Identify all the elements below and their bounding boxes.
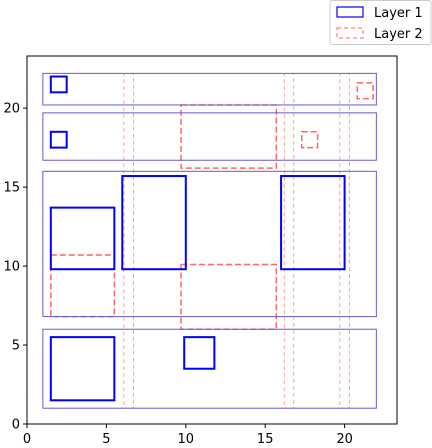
layer-2-rail-7 (339, 72, 350, 409)
layer-1-container-1 (42, 170, 377, 318)
y-tick-label-2: 10 (3, 260, 20, 275)
layer-1-container-3 (42, 72, 377, 106)
layer-1-box-6 (121, 175, 187, 271)
layer-1-box-8 (183, 336, 216, 370)
x-tick-label-1: 5 (102, 432, 110, 447)
layer-1-box-5 (49, 206, 116, 271)
layer-1-box-4 (49, 336, 116, 402)
legend: Layer 1 Layer 2 (329, 0, 432, 45)
x-tick-label-2: 10 (178, 432, 195, 447)
y-tick-label-0: 0 (12, 418, 20, 433)
layer-2-box-2 (180, 104, 278, 169)
legend-swatch-layer-2 (336, 27, 364, 39)
layer-1-box-10 (49, 75, 68, 94)
y-tick-label-3: 15 (3, 181, 20, 196)
legend-box (329, 0, 432, 45)
layer-2-box-3 (300, 131, 319, 149)
x-tick-label-3: 15 (257, 432, 274, 447)
legend-swatch-layer-1 (336, 6, 364, 18)
legend-label-layer-2: Layer 2 (374, 27, 423, 42)
y-axis: 0 5 10 15 20 (3, 102, 27, 433)
x-tick-label-0: 0 (23, 432, 31, 447)
layer-2-box-1 (180, 263, 278, 330)
layer-2-box-4 (356, 82, 374, 100)
layer-2-rail-5 (123, 72, 134, 409)
layer-1-box-7 (280, 175, 346, 271)
layer-2-rail-6 (283, 72, 295, 409)
y-tick-label-1: 5 (12, 339, 20, 354)
layer-1-container-2 (42, 112, 377, 161)
legend-label-layer-1: Layer 1 (374, 6, 423, 21)
layer-1-container-0 (42, 328, 377, 409)
y-tick-label-4: 20 (3, 102, 20, 117)
plot-frame (26, 55, 398, 425)
plot-layer (42, 72, 377, 409)
x-axis: 0 5 10 15 20 (23, 424, 353, 447)
layer-1-box-9 (49, 130, 68, 149)
layer-2-box-0 (50, 254, 116, 318)
x-tick-label-4: 20 (336, 432, 353, 447)
